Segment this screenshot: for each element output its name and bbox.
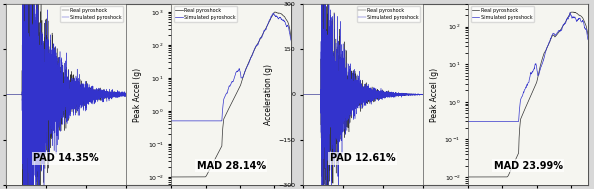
Real pyroshock	[536, 68, 543, 70]
Simulated pyroshock	[239, 77, 247, 79]
Text: MAD 28.14%: MAD 28.14%	[197, 161, 266, 171]
Simulated pyroshock	[270, 12, 277, 15]
Text: MAD 23.99%: MAD 23.99%	[494, 161, 563, 171]
Y-axis label: Peak Accel (g): Peak Accel (g)	[133, 67, 142, 122]
Real pyroshock	[522, 106, 529, 108]
Simulated pyroshock	[2, 93, 10, 96]
Simulated pyroshock	[320, 45, 327, 47]
Simulated pyroshock	[122, 92, 129, 95]
Simulated pyroshock	[345, 105, 352, 108]
Simulated pyroshock	[287, 40, 295, 43]
Simulated pyroshock	[16, 93, 23, 96]
Real pyroshock	[285, 23, 292, 26]
Simulated pyroshock	[107, 94, 114, 96]
Real pyroshock	[107, 94, 114, 96]
Simulated pyroshock	[350, 110, 358, 112]
Real pyroshock	[233, 93, 240, 95]
Legend: Real pyroshock, Simulated pyroshock: Real pyroshock, Simulated pyroshock	[60, 6, 124, 22]
Real pyroshock	[584, 33, 592, 36]
Real pyroshock	[570, 11, 577, 13]
Simulated pyroshock	[49, 83, 56, 85]
Simulated pyroshock	[563, 18, 570, 21]
Simulated pyroshock	[225, 88, 232, 90]
Real pyroshock	[226, 107, 233, 109]
Line: Real pyroshock: Real pyroshock	[172, 12, 291, 177]
Simulated pyroshock	[465, 120, 472, 123]
Simulated pyroshock	[567, 11, 574, 14]
Real pyroshock	[419, 93, 426, 95]
Real pyroshock	[16, 93, 23, 96]
Real pyroshock	[345, 95, 352, 98]
Real pyroshock	[225, 108, 232, 111]
Simulated pyroshock	[529, 70, 536, 72]
Real pyroshock	[266, 20, 273, 22]
Simulated pyroshock	[53, 100, 61, 103]
Line: Simulated pyroshock: Simulated pyroshock	[303, 0, 422, 189]
Line: Simulated pyroshock: Simulated pyroshock	[172, 14, 291, 121]
Real pyroshock	[23, 169, 30, 171]
Real pyroshock	[522, 107, 529, 110]
Real pyroshock	[287, 37, 295, 40]
Real pyroshock	[313, 93, 320, 96]
Real pyroshock	[417, 93, 424, 95]
Simulated pyroshock	[404, 93, 411, 96]
Real pyroshock	[120, 94, 127, 96]
Simulated pyroshock	[313, 93, 320, 96]
Line: Real pyroshock: Real pyroshock	[6, 0, 126, 189]
Real pyroshock	[122, 94, 129, 96]
Simulated pyroshock	[120, 92, 127, 94]
Simulated pyroshock	[582, 28, 589, 30]
Legend: Real pyroshock, Simulated pyroshock: Real pyroshock, Simulated pyroshock	[357, 6, 420, 22]
Simulated pyroshock	[233, 71, 240, 73]
Real pyroshock	[168, 176, 175, 178]
Real pyroshock	[529, 89, 536, 92]
Legend: Real pyroshock, Simulated pyroshock: Real pyroshock, Simulated pyroshock	[470, 6, 534, 22]
Real pyroshock	[2, 93, 10, 96]
Real pyroshock	[271, 11, 279, 13]
Simulated pyroshock	[522, 86, 529, 88]
Line: Real pyroshock: Real pyroshock	[468, 12, 588, 177]
Real pyroshock	[239, 77, 247, 79]
Line: Simulated pyroshock: Simulated pyroshock	[468, 12, 588, 122]
Line: Simulated pyroshock: Simulated pyroshock	[6, 0, 126, 189]
Simulated pyroshock	[299, 93, 307, 96]
Real pyroshock	[53, 102, 61, 105]
Line: Real pyroshock: Real pyroshock	[303, 0, 422, 189]
Real pyroshock	[465, 176, 472, 178]
Simulated pyroshock	[226, 85, 233, 87]
Legend: Real pyroshock, Simulated pyroshock: Real pyroshock, Simulated pyroshock	[174, 6, 237, 22]
Simulated pyroshock	[266, 19, 273, 21]
Text: PAD 14.35%: PAD 14.35%	[33, 153, 99, 163]
Real pyroshock	[563, 19, 570, 21]
Simulated pyroshock	[285, 27, 292, 29]
Y-axis label: Acceleration (g): Acceleration (g)	[264, 64, 273, 125]
Real pyroshock	[299, 93, 307, 96]
Real pyroshock	[49, 116, 56, 119]
Real pyroshock	[350, 89, 358, 91]
Real pyroshock	[404, 94, 411, 96]
Simulated pyroshock	[522, 88, 529, 90]
Real pyroshock	[582, 23, 589, 25]
Text: PAD 12.61%: PAD 12.61%	[330, 153, 396, 163]
Simulated pyroshock	[417, 94, 424, 96]
Simulated pyroshock	[536, 71, 543, 73]
Simulated pyroshock	[168, 120, 175, 122]
Y-axis label: Peak Accel (g): Peak Accel (g)	[430, 67, 439, 122]
Simulated pyroshock	[584, 39, 592, 41]
Simulated pyroshock	[419, 93, 426, 95]
